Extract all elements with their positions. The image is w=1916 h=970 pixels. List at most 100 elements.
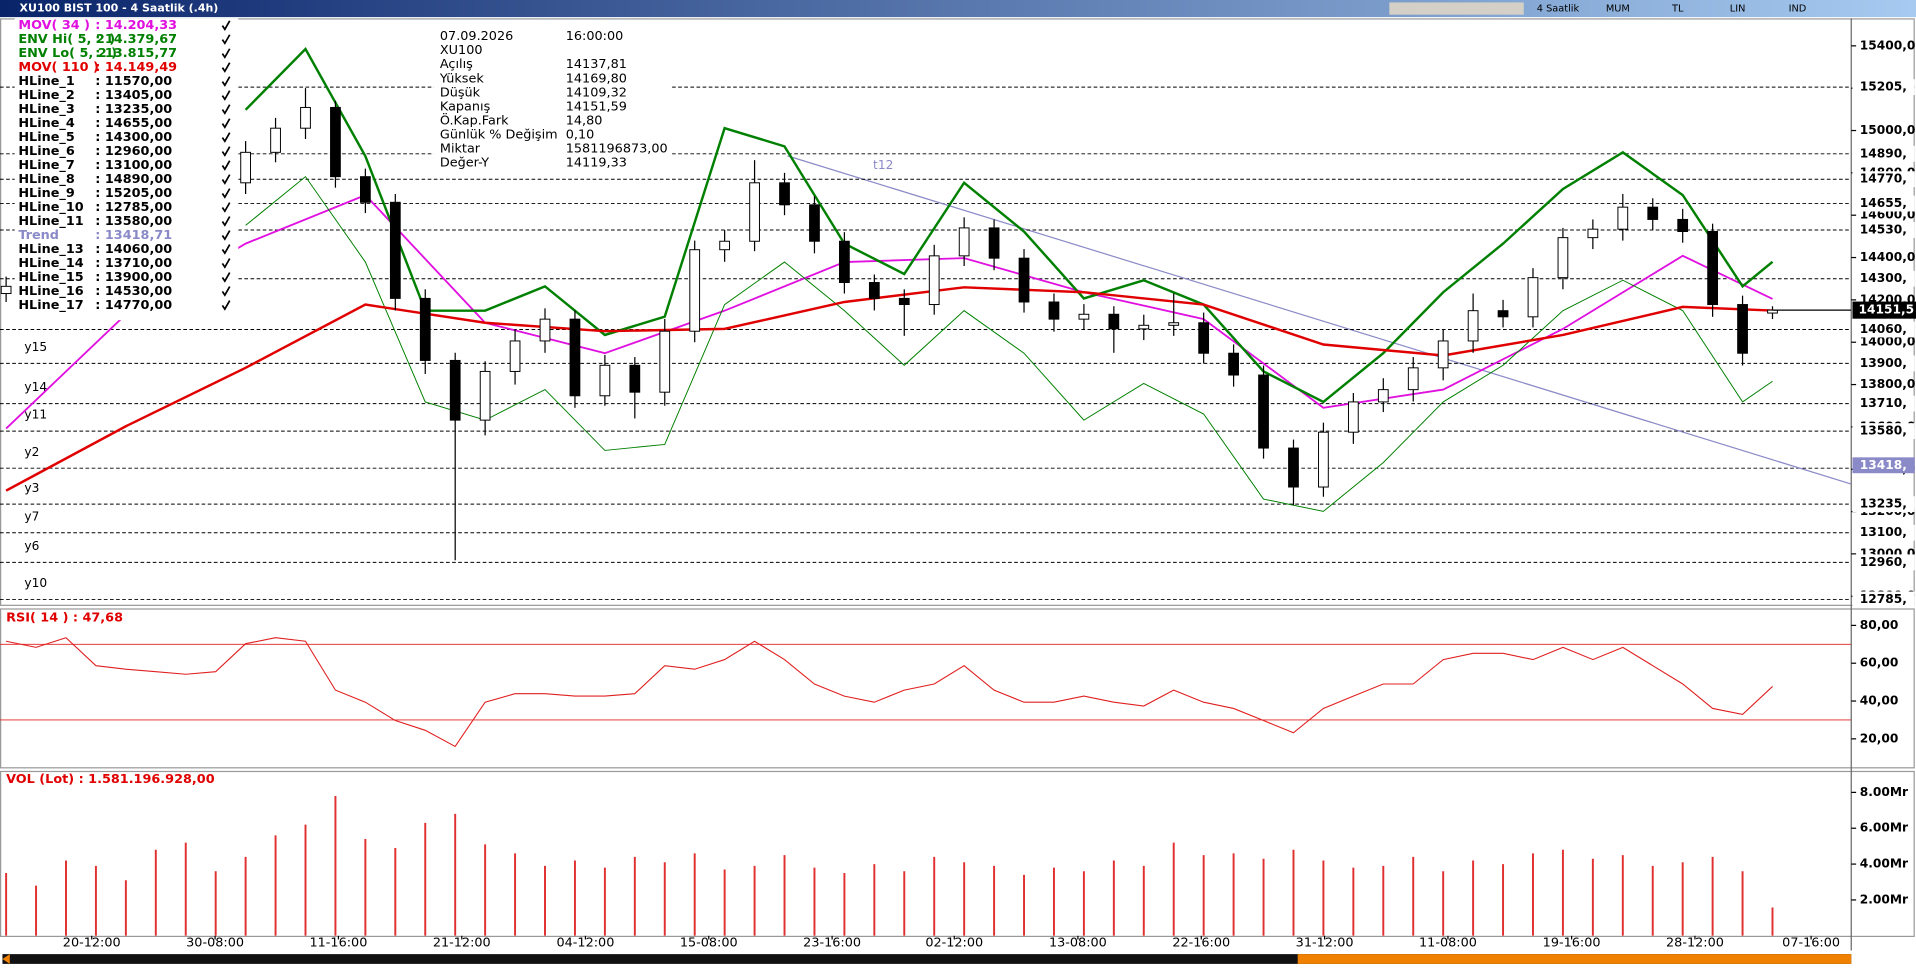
y-tick-label: 80,00 [1860, 618, 1899, 632]
candle-body [719, 240, 731, 251]
candle-body [419, 297, 431, 361]
hline-tag: y2 [24, 445, 39, 459]
rsi-pane [0, 608, 1915, 769]
indicator-line [5, 194, 1773, 430]
volume-plot [5, 795, 1774, 936]
axis-box-label: 12960, [1860, 555, 1907, 569]
x-tick-label: 02-12:00 [925, 936, 983, 951]
axis-box [1852, 145, 1915, 162]
legend-name: HLine_2 [18, 88, 74, 103]
axis-box-label: 13100, [1860, 525, 1907, 539]
candle-body [629, 364, 641, 393]
price-plot: y2y3y6y7y10y11t12y13y14y15 [0, 46, 1852, 600]
candle-body [1048, 301, 1060, 320]
rsi-plot [0, 637, 1852, 748]
legend-check [221, 244, 231, 255]
info-text: Yüksek [439, 71, 484, 86]
legend-check [221, 48, 231, 59]
axis-box-label: 14655, [1860, 196, 1907, 210]
info-text: Değer-Y [440, 156, 489, 171]
axis-box-label: 13418, [1860, 458, 1907, 472]
x-tick-label: 28-12:00 [1666, 936, 1724, 951]
candle-body [1737, 304, 1748, 354]
legend-check [221, 62, 231, 73]
legend-check [221, 160, 231, 171]
candle-body [569, 318, 581, 397]
legend-value: : 14.379,67 [95, 32, 177, 47]
legend-value: : 14770,00 [95, 298, 172, 313]
candle-body [509, 340, 521, 372]
candle-body [659, 330, 671, 393]
candle-body [1318, 431, 1329, 488]
candle-body [1677, 218, 1689, 232]
axis-box [1852, 395, 1915, 412]
info-text: 14169,80 [566, 71, 627, 86]
legend-value: : 14060,00 [95, 242, 172, 257]
info-text: Açılış [440, 57, 473, 72]
y-tick-label: 13800,0 [1860, 377, 1916, 391]
candle-body [1018, 257, 1030, 303]
info-text: XU100 [440, 43, 483, 58]
candle-body [749, 182, 760, 242]
value-axes: 12800,013000,013200,013400,013600,013800… [1851, 38, 1916, 906]
info-text: 14119,33 [566, 156, 627, 171]
legend-value: : 13405,00 [95, 88, 172, 103]
toolbar-icons[interactable] [1389, 2, 1524, 15]
rsi-line [5, 637, 1773, 748]
x-tick-label: 11-08:00 [1419, 936, 1477, 951]
candle-body [240, 151, 251, 184]
rsi-title: RSI( 14 ) : 47,68 [6, 611, 123, 626]
candle-body [689, 249, 701, 332]
y-tick-label: 14400,0 [1860, 250, 1916, 264]
axis-box [1852, 423, 1915, 440]
x-tick-label: 11-16:00 [309, 936, 367, 951]
legend-name: HLine_17 [18, 298, 83, 313]
candle-body [1557, 237, 1569, 279]
trend-line [787, 155, 1852, 485]
candle-body [988, 227, 1000, 259]
candle-body [479, 370, 491, 421]
x-tick-label: 04-12:00 [556, 936, 614, 951]
legend-name: ENV Hi( 5, 2 ) [18, 32, 115, 47]
legend-box [14, 18, 239, 321]
scroll-thumb[interactable] [1297, 954, 1852, 964]
axis-box [1852, 554, 1915, 571]
legend-name: HLine_15 [18, 270, 83, 285]
hline-tag: y7 [24, 509, 39, 523]
info-text: 16:00:00 [566, 29, 624, 44]
info-text: 14151,59 [566, 99, 627, 114]
x-tick-label: 20-12:00 [63, 936, 121, 951]
candle-body [809, 204, 820, 242]
y-tick-label: 40,00 [1860, 694, 1899, 708]
legend-name: HLine_10 [18, 200, 83, 215]
candle-body [1647, 206, 1659, 220]
toolbar: 4 Saatlik MUM TL LIN IND [1537, 4, 1807, 15]
toolbar-item: 4 Saatlik [1537, 4, 1580, 15]
info-text: 14137,81 [566, 57, 627, 72]
candle-body [1437, 340, 1449, 369]
candle-body [958, 227, 970, 257]
x-tick-label: 31-12:00 [1296, 936, 1354, 951]
info-text: 1581196873,00 [566, 142, 668, 157]
legend-check [221, 202, 231, 213]
hline-tag: y3 [24, 481, 39, 495]
axis-box-label: 13900, [1860, 356, 1907, 370]
legend-check [221, 104, 231, 115]
trend-label: t12 [873, 158, 893, 172]
legend-name: HLine_8 [18, 172, 75, 187]
y-tick-label: 4.00Mr [1860, 857, 1908, 871]
indicator-line [245, 175, 1773, 512]
candle-body [898, 297, 910, 306]
legend-value: : 13418,71 [95, 228, 172, 243]
candle-body [1377, 389, 1389, 403]
scrollbar[interactable] [2, 954, 1852, 964]
axis-box-label: 14890, [1860, 146, 1907, 160]
legend-check [221, 76, 231, 87]
axis-box-label: 13235, [1860, 497, 1907, 511]
legend-name: HLine_7 [18, 158, 74, 173]
axis-box [1852, 355, 1915, 372]
info-text: 07.09.2026 [440, 29, 513, 44]
